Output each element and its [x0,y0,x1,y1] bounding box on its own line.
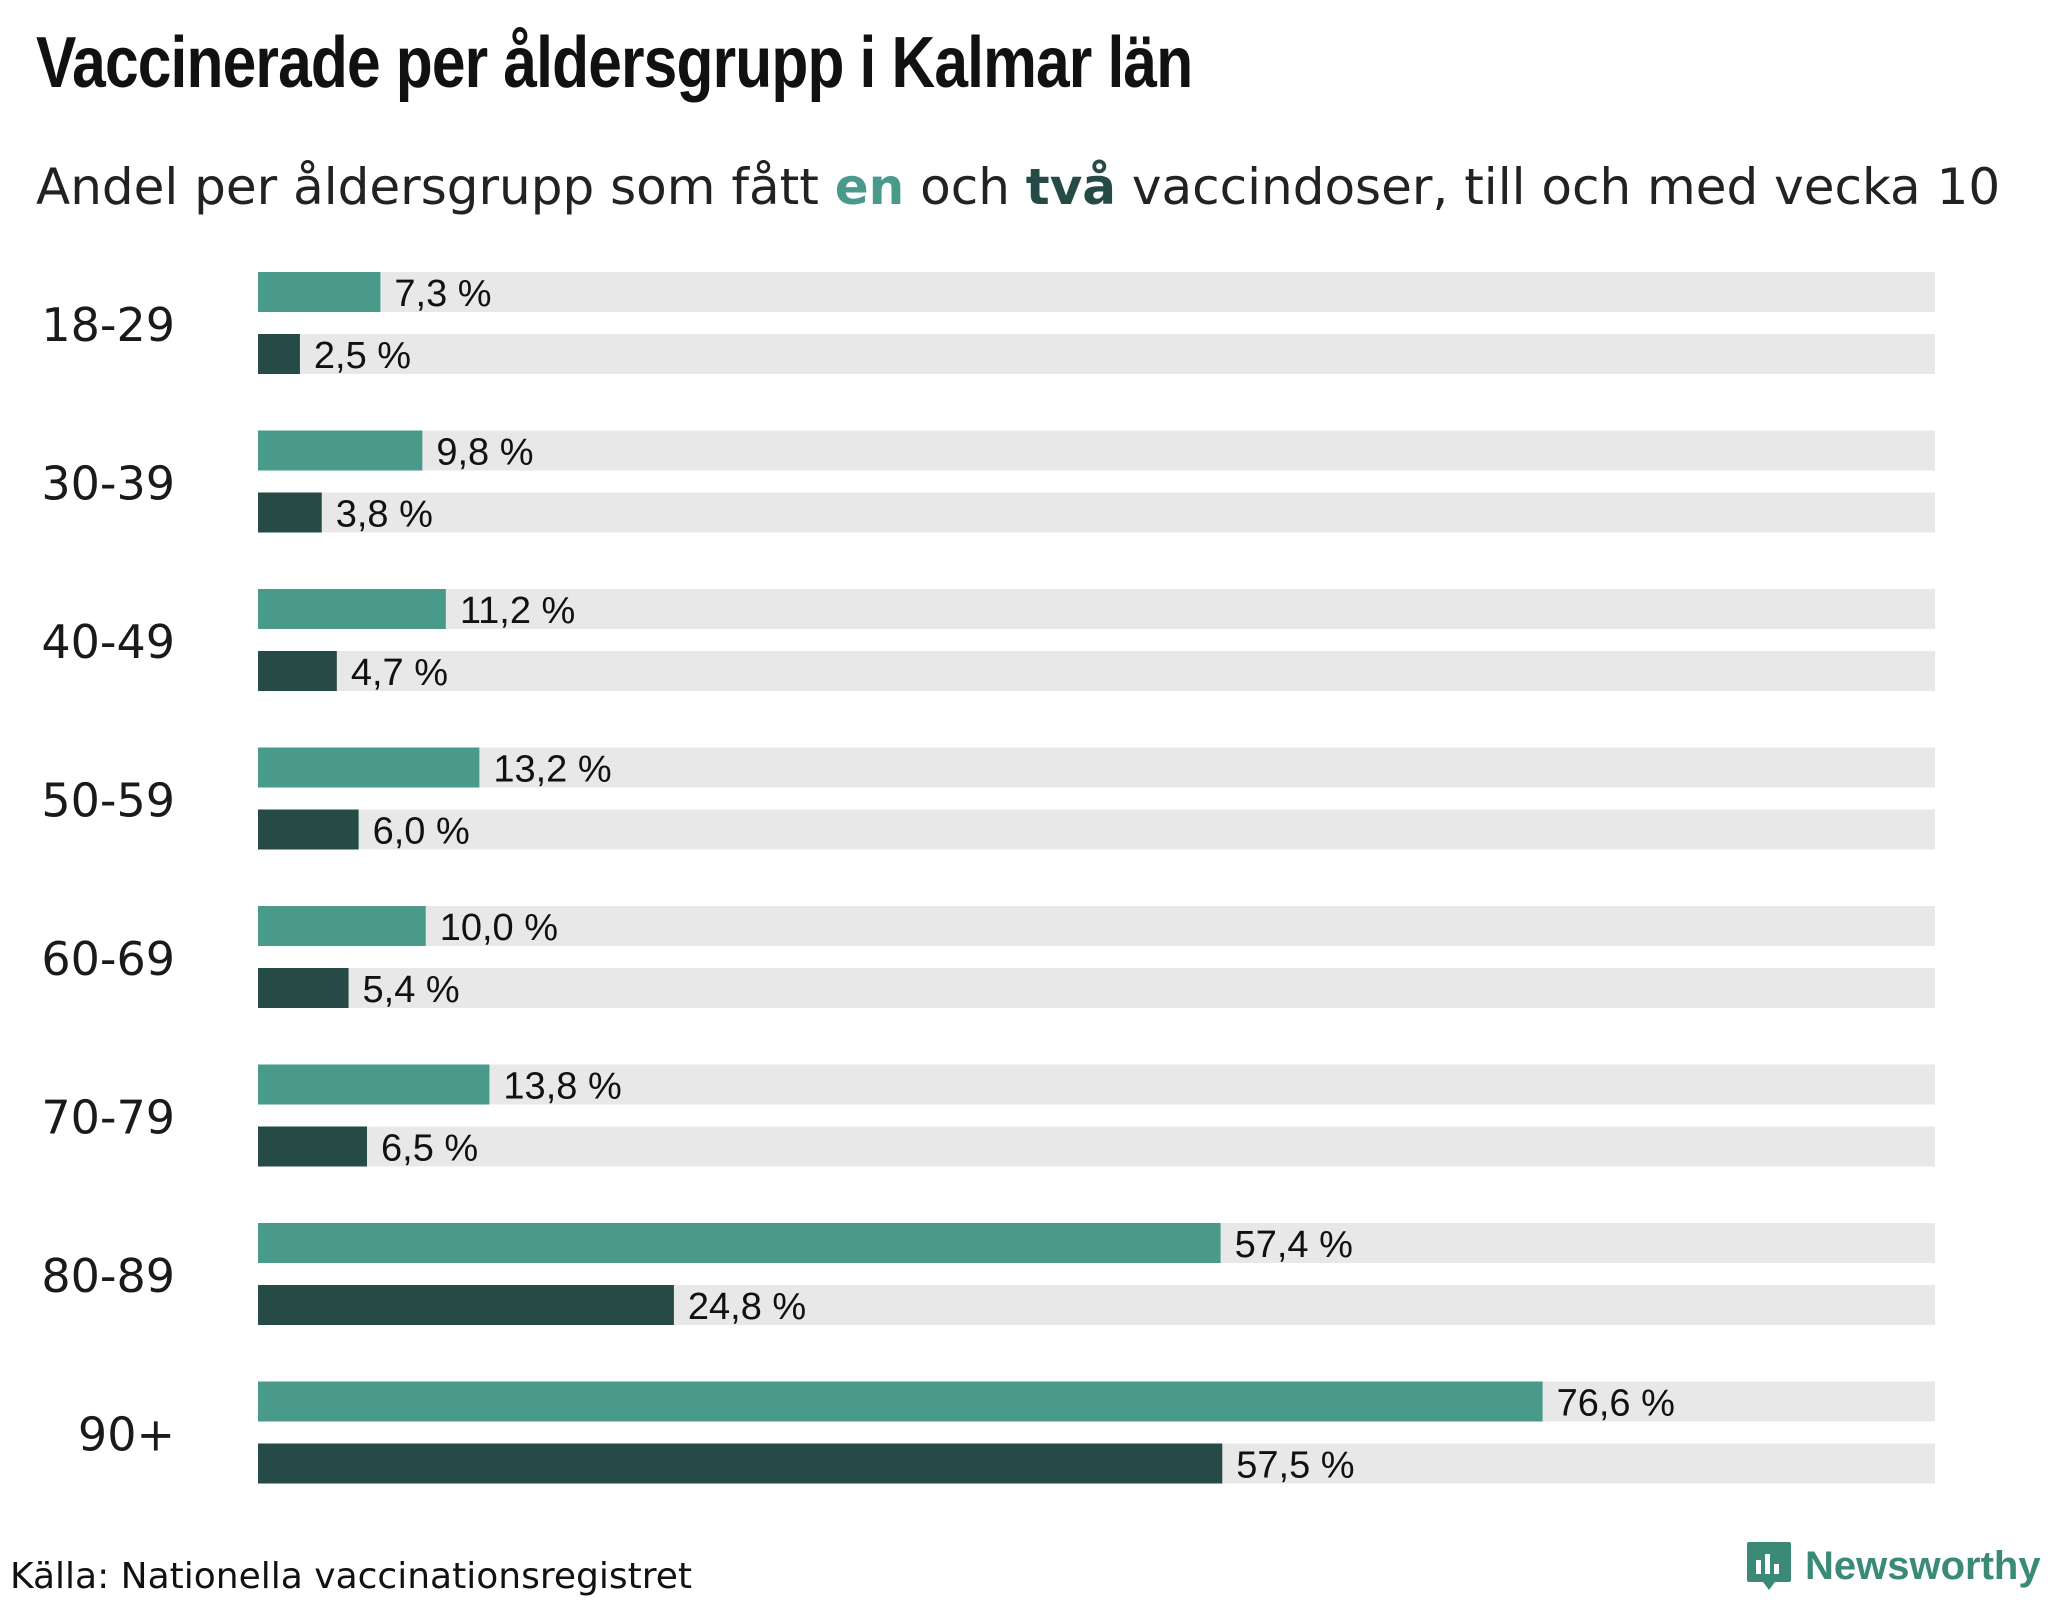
category-label: 80-89 [41,1249,175,1303]
bar-track [258,430,1935,471]
data-label: 76,6 % [1557,1383,1675,1425]
bar-two-doses [258,492,322,533]
bar-two-doses [258,809,359,850]
data-label: 6,5 % [381,1128,478,1170]
data-label: 3,8 % [336,494,433,536]
bar-track [258,747,1935,788]
category-label: 18-29 [41,298,175,352]
subtitle-highlight-two-doses: två [1025,158,1117,216]
bar-track [258,492,1935,533]
bar-one-dose [258,1381,1543,1422]
data-label: 6,0 % [373,811,470,853]
chart-title: Vaccinerade per åldersgrupp i Kalmar län [36,23,1193,103]
brand-name: Newsworthy [1805,1543,2041,1588]
category-label: 30-39 [41,457,175,511]
bar-track [258,968,1935,1008]
chart-subtitle: Andel per åldersgrupp som fått en och tv… [36,158,2000,216]
data-label: 13,2 % [493,749,611,791]
bar-one-dose [258,589,446,629]
data-label: 10,0 % [440,907,558,949]
bar-two-doses [258,1443,1223,1484]
data-label: 9,8 % [436,432,533,474]
bar-one-dose [258,906,426,946]
category-label: 50-59 [41,774,175,828]
data-label: 11,2 % [460,590,575,632]
bar-two-doses [258,1126,368,1167]
bar-two-doses [258,968,349,1008]
bar-track [258,1064,1935,1105]
category-label: 70-79 [41,1091,175,1145]
bar-track [258,809,1935,850]
category-label: 60-69 [41,932,175,986]
bar-track [258,1126,1935,1167]
bar-track [258,906,1935,946]
subtitle-text-middle: och [904,158,1026,216]
category-label: 40-49 [41,615,175,669]
data-label: 13,8 % [503,1066,621,1108]
bar-one-dose [258,1223,1221,1263]
data-label: 5,4 % [363,969,460,1011]
bar-two-doses [258,1285,674,1325]
bar-one-dose [258,747,480,788]
category-label: 90+ [78,1408,175,1462]
bar-track [258,334,1935,374]
source-note: Källa: Nationella vaccinationsregistret [10,1556,692,1597]
bar-one-dose [258,272,381,312]
bar-track [258,272,1935,312]
bar-one-dose [258,1064,490,1105]
data-label: 2,5 % [314,335,411,377]
data-label: 7,3 % [394,273,491,315]
data-label: 57,4 % [1235,1224,1353,1266]
bar-track [258,589,1935,629]
subtitle-highlight-one-dose: en [834,158,905,216]
data-label: 24,8 % [688,1286,806,1328]
data-label: 4,7 % [351,652,448,694]
bar-two-doses [258,334,300,374]
subtitle-text-start: Andel per åldersgrupp som fått [36,158,835,216]
bar-one-dose [258,430,423,471]
brand-logo: Newsworthy [1745,1540,2041,1592]
newsworthy-logo-icon [1747,1542,1791,1590]
bar-track [258,651,1935,691]
data-label: 57,5 % [1236,1445,1354,1487]
subtitle-text-end: vaccindoser, till och med vecka 10 [1116,158,2001,216]
bar-two-doses [258,651,337,691]
